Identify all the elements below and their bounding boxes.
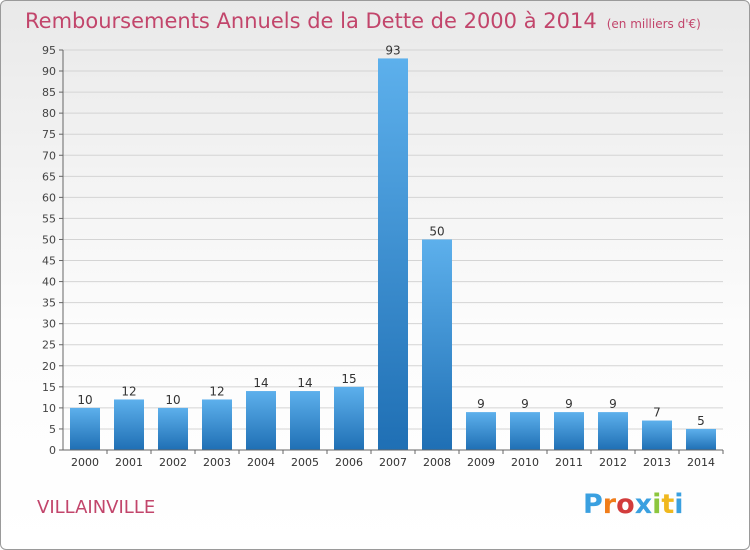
data-label: 12 bbox=[121, 384, 136, 398]
x-tick-label: 2002 bbox=[159, 456, 187, 469]
y-tick-label: 60 bbox=[42, 191, 56, 204]
data-label: 12 bbox=[209, 384, 224, 398]
x-tick-label: 2000 bbox=[71, 456, 99, 469]
data-label: 9 bbox=[477, 397, 485, 411]
commune-name: VILLAINVILLE bbox=[37, 497, 156, 518]
bar bbox=[158, 407, 188, 450]
data-label: 9 bbox=[565, 397, 573, 411]
bar bbox=[246, 391, 276, 450]
x-tick-label: 2008 bbox=[423, 456, 451, 469]
logo-letter: P bbox=[583, 489, 603, 520]
x-tick-label: 2011 bbox=[555, 456, 583, 469]
chart-title-text: Remboursements Annuels de la Dette de 20… bbox=[25, 9, 597, 33]
chart-unit: (en milliers d'€) bbox=[606, 17, 701, 31]
logo-letter: i bbox=[652, 489, 662, 520]
x-tick-label: 2006 bbox=[335, 456, 363, 469]
bar bbox=[510, 412, 540, 450]
x-tick-label: 2010 bbox=[511, 456, 539, 469]
bar bbox=[422, 239, 452, 450]
data-label: 93 bbox=[385, 43, 400, 57]
x-tick-label: 2004 bbox=[247, 456, 275, 469]
data-label: 10 bbox=[77, 393, 92, 407]
bar bbox=[642, 420, 672, 450]
bar bbox=[554, 412, 584, 450]
data-label: 14 bbox=[297, 376, 312, 390]
x-tick-label: 2005 bbox=[291, 456, 319, 469]
x-tick-label: 2013 bbox=[643, 456, 671, 469]
bar bbox=[114, 399, 144, 450]
y-tick-label: 40 bbox=[42, 276, 56, 289]
y-tick-label: 10 bbox=[42, 402, 56, 415]
data-label: 15 bbox=[341, 372, 356, 386]
bar bbox=[70, 407, 100, 450]
y-tick-label: 35 bbox=[42, 297, 56, 310]
x-axis-ticks: 2000 2001 2002 2003 2004 2005 2006 2007 2008 2009… bbox=[71, 450, 724, 469]
data-labels: 10 12 10 12 14 14 15 93 50 9 9 9 9 7 5 bbox=[77, 43, 704, 428]
bar bbox=[686, 428, 716, 450]
logo-letter: r bbox=[602, 489, 617, 520]
logo-letter: t bbox=[661, 489, 675, 520]
data-label: 5 bbox=[697, 414, 705, 428]
x-tick-label: 2007 bbox=[379, 456, 407, 469]
y-tick-label: 0 bbox=[49, 444, 56, 457]
logo-letter: o bbox=[616, 489, 635, 520]
bar bbox=[202, 399, 232, 450]
y-axis-ticks: 0 5 10 15 20 25 30 35 40 45 50 55 60 65 70 75 80 85 90 95 bbox=[42, 44, 63, 457]
data-label: 9 bbox=[609, 397, 617, 411]
y-tick-label: 5 bbox=[49, 423, 56, 436]
data-label: 50 bbox=[429, 224, 444, 238]
x-tick-label: 2014 bbox=[687, 456, 715, 469]
y-tick-label: 75 bbox=[42, 128, 56, 141]
y-tick-label: 50 bbox=[42, 233, 56, 246]
data-label: 7 bbox=[653, 406, 661, 420]
bars bbox=[70, 58, 716, 450]
bar bbox=[466, 412, 496, 450]
bar bbox=[334, 386, 364, 450]
x-tick-label: 2012 bbox=[599, 456, 627, 469]
y-tick-label: 30 bbox=[42, 318, 56, 331]
bar bbox=[598, 412, 628, 450]
y-tick-label: 65 bbox=[42, 170, 56, 183]
x-tick-label: 2009 bbox=[467, 456, 495, 469]
axes bbox=[62, 50, 723, 451]
x-tick-label: 2001 bbox=[115, 456, 143, 469]
y-tick-label: 20 bbox=[42, 360, 56, 373]
logo-letter: x bbox=[634, 489, 653, 520]
y-tick-label: 90 bbox=[42, 65, 56, 78]
y-tick-label: 70 bbox=[42, 149, 56, 162]
logo-letter: i bbox=[674, 489, 684, 520]
proxiti-logo: Proxiti bbox=[583, 489, 684, 520]
x-tick-label: 2003 bbox=[203, 456, 231, 469]
y-tick-label: 80 bbox=[42, 107, 56, 120]
y-tick-label: 25 bbox=[42, 339, 56, 352]
y-tick-label: 15 bbox=[42, 381, 56, 394]
y-tick-label: 55 bbox=[42, 212, 56, 225]
y-tick-label: 45 bbox=[42, 255, 56, 268]
chart-title: Remboursements Annuels de la Dette de 20… bbox=[25, 9, 701, 33]
data-label: 9 bbox=[521, 397, 529, 411]
data-label: 14 bbox=[253, 376, 268, 390]
y-tick-label: 85 bbox=[42, 86, 56, 99]
y-tick-label: 95 bbox=[42, 44, 56, 57]
data-label: 10 bbox=[165, 393, 180, 407]
bar bbox=[378, 58, 408, 450]
bar bbox=[290, 391, 320, 450]
